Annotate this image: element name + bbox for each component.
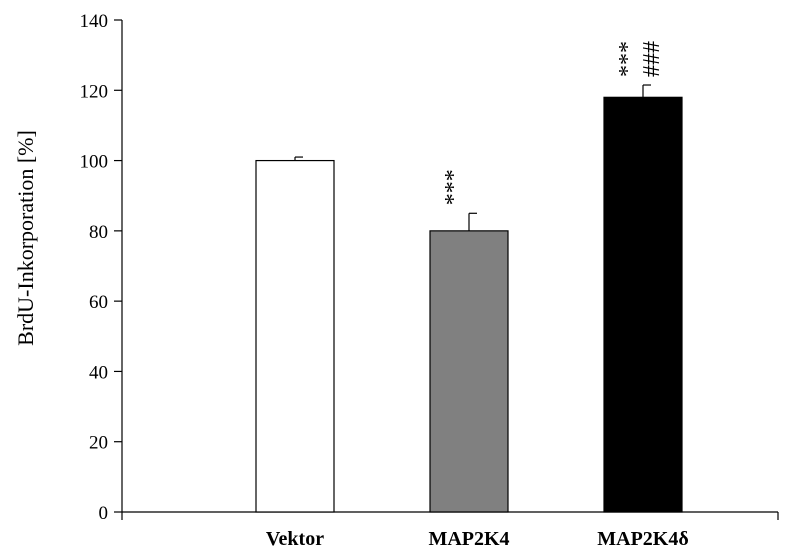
x-axis: Vektor MAP2K4 MAP2K4δ [121, 511, 779, 550]
x-tick-label: MAP2K4δ [597, 528, 688, 550]
bar-1 [255, 159, 335, 513]
x-tick-label: MAP2K4 [428, 528, 509, 550]
y-tick-label: 100 [80, 152, 109, 173]
significance-label: ### [639, 41, 665, 77]
y-axis-title: BrdU-Inkorporation [%] [13, 130, 38, 346]
bar-3 [603, 96, 683, 513]
bars [255, 96, 683, 513]
significance-label: *** [615, 41, 641, 77]
y-tick-label: 60 [89, 292, 108, 313]
significance-annotations: ******### [441, 41, 665, 205]
y-axis: 0 20 40 60 80 100 120 140 [80, 11, 123, 524]
y-tick-label: 20 [89, 433, 108, 454]
y-axis-title-group: BrdU-Inkorporation [%] [13, 130, 38, 346]
x-tick-label: Vektor [266, 528, 324, 550]
y-tick-label: 80 [89, 222, 108, 243]
y-tick-label: 120 [80, 81, 109, 102]
significance-label: *** [441, 169, 467, 205]
y-tick-label: 0 [99, 503, 109, 524]
y-tick-label: 140 [80, 11, 109, 32]
error-bars [294, 84, 651, 231]
bar-2 [429, 230, 509, 513]
y-tick-label: 40 [89, 362, 108, 383]
